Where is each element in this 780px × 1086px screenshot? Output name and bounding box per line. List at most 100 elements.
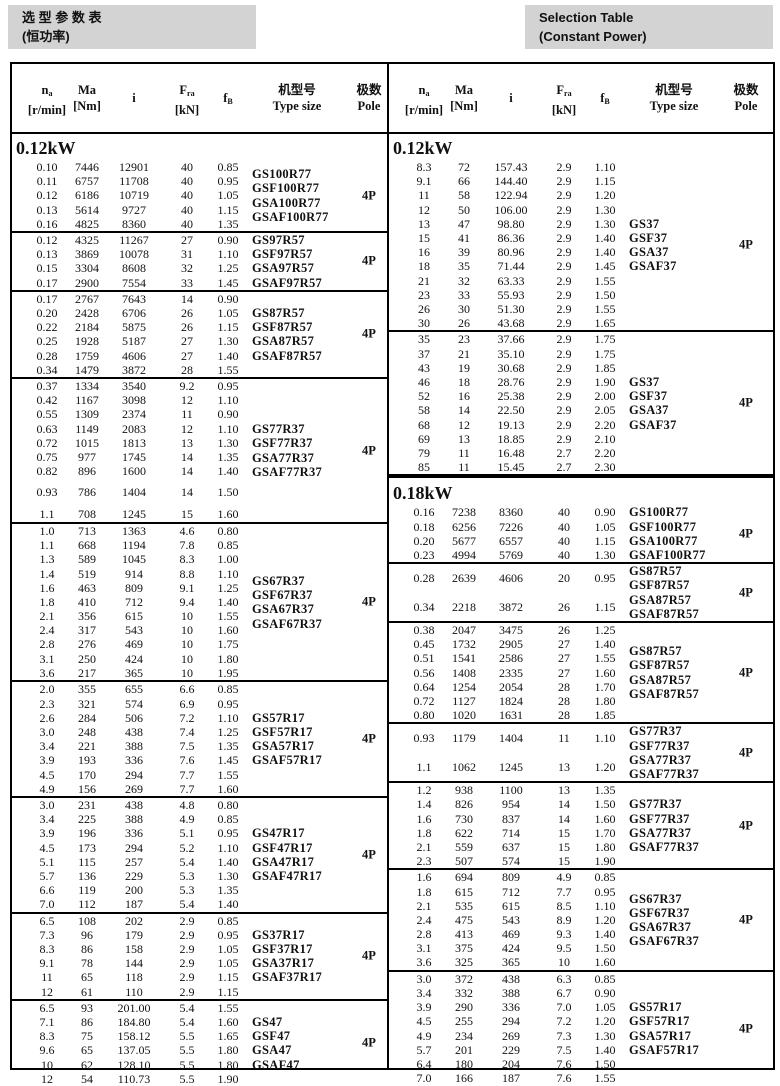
- cell-fb: 1.25: [217, 580, 239, 595]
- cell-i: 438: [125, 725, 143, 740]
- table-row: 0.17 2767 7643 14 0.90: [12, 292, 387, 306]
- cell-ma: 977: [78, 449, 96, 464]
- cell-ma: 61: [81, 984, 93, 999]
- table-row: 3.0 372 438 6.3 0.85: [389, 972, 775, 986]
- cell-ma: 47: [458, 216, 470, 231]
- cell-i: 5769: [499, 547, 523, 562]
- cell-fb: 1.25: [217, 261, 239, 276]
- cell-fb: 0.95: [217, 696, 239, 711]
- cell-ma: 2047: [452, 622, 476, 637]
- type-size-list: GS37R17 GSF37R17 GSA37R17 GSAF37R17: [252, 914, 322, 999]
- cell-fra: 4.9: [179, 812, 195, 827]
- cell-na: 0.63: [36, 421, 58, 436]
- table-row: 2.3 507 574 15 1.90: [389, 854, 775, 868]
- cell-fra: 11: [181, 407, 193, 422]
- cell-fb: 1.30: [217, 334, 239, 349]
- pole-value: 4P: [739, 745, 753, 760]
- cell-na: 1.6: [416, 811, 432, 826]
- header-type-text: 机型号: [655, 83, 693, 97]
- table-header: na [r/min] Ma [Nm] i Fra [kN] fB 机型号 Type size 极数 P…: [12, 64, 773, 134]
- cell-fb: 1.15: [594, 599, 616, 614]
- cell-fb: 0.95: [594, 884, 616, 899]
- model-group: 0.93 1179 1404 11 1.10 1.1 1062 1245 13 1.20 GS77R…: [389, 724, 775, 784]
- type-size-list: GS97R57 GSF97R57 GSA97R57 GSAF97R57: [252, 233, 322, 290]
- table-row: 2.3 321 574 6.9 0.95: [12, 697, 387, 711]
- cell-i: 336: [125, 826, 143, 841]
- cell-fb: 1.45: [594, 259, 616, 274]
- cell-i: 1824: [499, 693, 523, 708]
- cell-i: 269: [502, 1028, 520, 1043]
- cell-ma: 50: [458, 202, 470, 217]
- cell-fra: 14: [181, 449, 193, 464]
- pole-value: 4P: [739, 237, 753, 252]
- table-row: 7.1 86 184.80 5.4 1.60: [12, 1015, 387, 1029]
- cell-fra: 7.6: [556, 1071, 572, 1086]
- cell-na: 0.18: [413, 519, 435, 534]
- cell-i: 1363: [122, 523, 146, 538]
- cell-na: 3.0: [39, 798, 55, 813]
- cell-na: 5.7: [416, 1042, 432, 1057]
- table-row: 85 11 15.45 2.7 2.30: [389, 460, 775, 474]
- cell-ma: 65: [81, 1043, 93, 1058]
- cell-i: 11708: [119, 174, 149, 189]
- pole-value: 4P: [739, 912, 753, 927]
- cell-fra: 7.4: [179, 725, 195, 740]
- cell-i: 12901: [119, 160, 149, 174]
- cell-i: 712: [125, 594, 143, 609]
- type-size: GSAF100R77: [629, 548, 706, 562]
- cell-fra: 2.9: [556, 346, 572, 361]
- type-size: GSA100R77: [252, 195, 321, 210]
- cell-fb: 1.25: [594, 622, 616, 637]
- type-size: GSAF37: [629, 259, 677, 274]
- header-type-text: Type size: [649, 99, 699, 113]
- cell-ma: 1254: [452, 679, 476, 694]
- type-size: GSF87R57: [629, 658, 690, 673]
- cell-fra: 15: [558, 825, 570, 840]
- cell-ma: 1062: [452, 759, 476, 774]
- cell-fb: 1.15: [594, 533, 616, 548]
- cell-fra: 2.9: [556, 230, 572, 245]
- cell-na: 0.15: [36, 261, 58, 276]
- type-size: GSA67R37: [252, 602, 315, 617]
- cell-i: 35.10: [497, 346, 525, 361]
- cell-fra: 6.3: [556, 971, 572, 986]
- pole-value: 4P: [739, 585, 753, 600]
- table-row: 2.8 413 469 9.3 1.40: [389, 927, 775, 941]
- cell-na: 1.8: [416, 884, 432, 899]
- group-rows: 0.93 1179 1404 11 1.10 1.1 1062 1245 13 1.20: [389, 724, 775, 781]
- model-group: 3.0 231 438 4.8 0.80 3.4 225 388 4.9 0.85 3.9 196 33…: [12, 798, 387, 914]
- cell-fra: 4.8: [179, 798, 195, 813]
- cell-fb: 1.80: [217, 1057, 239, 1072]
- cell-na: 9.1: [39, 956, 55, 971]
- cell-na: 4.5: [39, 767, 55, 782]
- cell-fb: 0.90: [594, 985, 616, 1000]
- table-row: 46 18 28.76 2.9 1.90: [389, 375, 775, 389]
- type-size: GS97R57: [252, 233, 305, 247]
- cell-na: 12: [418, 202, 430, 217]
- cell-ma: 201: [455, 1042, 473, 1057]
- cell-i: 2083: [122, 421, 146, 436]
- cell-ma: 96: [81, 927, 93, 942]
- model-group: 1.0 713 1363 4.6 0.80 1.1 668 1194 7.8 0.85 1.3 589…: [12, 523, 387, 683]
- cell-i: 15.45: [497, 460, 525, 475]
- cell-i: 714: [502, 825, 520, 840]
- cell-na: 0.10: [36, 160, 58, 174]
- cell-fra: 7.6: [179, 753, 195, 768]
- cell-fb: 1.10: [217, 710, 239, 725]
- cell-na: 1.1: [39, 507, 55, 522]
- header-ma-line: Ma: [73, 82, 101, 98]
- cell-fra: 12: [181, 421, 193, 436]
- table-row: 5.1 115 257 5.4 1.40: [12, 855, 387, 869]
- type-size: GSF100R77: [629, 519, 697, 534]
- type-size: GSAF87R57: [629, 606, 700, 621]
- header-pole-line: 极数: [733, 82, 758, 98]
- cell-fra: 7.5: [556, 1042, 572, 1057]
- cell-na: 0.11: [36, 174, 58, 189]
- title-cn: 选 型 参 数 表 (恒功率): [8, 5, 256, 49]
- type-size-list: GS67R37 GSF67R37 GSA67R37 GSAF67R37: [629, 870, 699, 969]
- table-row: 9.1 66 144.40 2.9 1.15: [389, 174, 775, 188]
- cell-i: 7226: [499, 519, 523, 534]
- cell-ma: 1167: [75, 393, 99, 408]
- group-rows: 3.0 372 438 6.3 0.85 3.4 332 388 6.7 0.90 3.9 290 33…: [389, 972, 775, 1086]
- cell-na: 1.1: [416, 759, 432, 774]
